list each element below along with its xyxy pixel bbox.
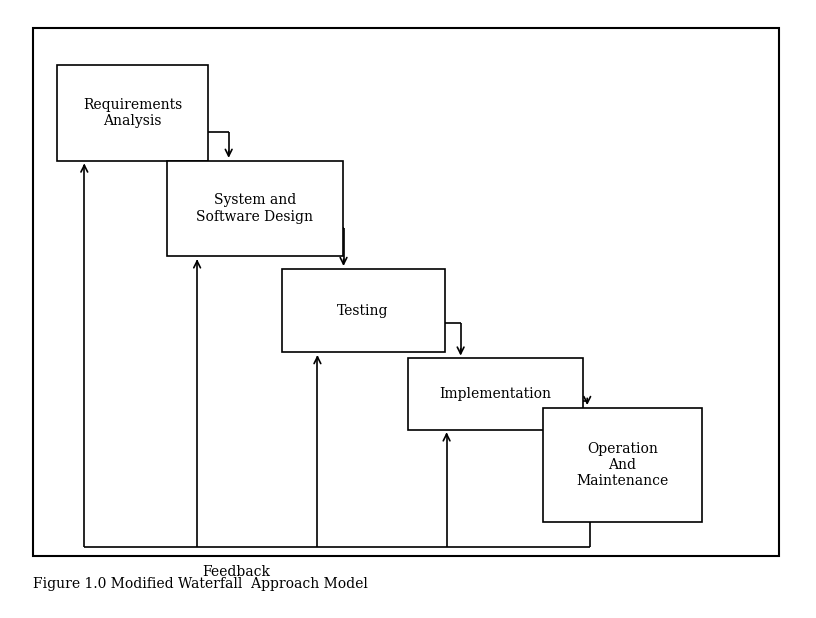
Text: Figure 1.0 Modified Waterfall  Approach Model: Figure 1.0 Modified Waterfall Approach M… <box>33 577 367 591</box>
Bar <box>408 358 583 430</box>
Text: Operation
And
Maintenance: Operation And Maintenance <box>576 442 668 488</box>
Bar <box>543 408 702 522</box>
Text: Requirements
Analysis: Requirements Analysis <box>83 98 182 128</box>
Bar <box>57 65 208 161</box>
Text: Feedback: Feedback <box>202 565 271 578</box>
Text: Implementation: Implementation <box>440 387 552 401</box>
Bar <box>167 161 343 256</box>
Text: System and
Software Design: System and Software Design <box>197 193 313 224</box>
Bar <box>282 269 445 352</box>
Bar <box>33 28 779 556</box>
Text: Testing: Testing <box>337 303 389 318</box>
